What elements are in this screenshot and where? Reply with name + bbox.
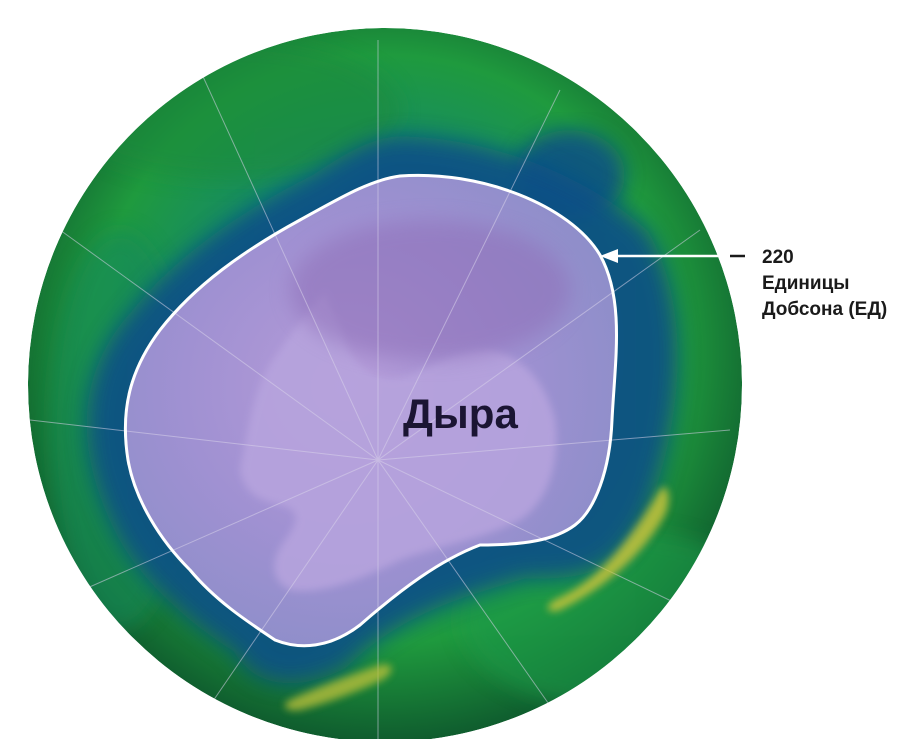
high-ozone-streak (548, 487, 669, 612)
contour-unit-line1: Единицы (762, 273, 849, 294)
antarctica (240, 290, 557, 591)
globe (28, 28, 742, 739)
contour-value: 220 (762, 247, 794, 268)
hole-label: Дыра (403, 390, 518, 437)
high-ozone-streak (284, 664, 392, 711)
meridians (29, 40, 731, 739)
contour-unit-line2: Добсона (ЕД) (762, 299, 887, 320)
contour-220-line (123, 173, 618, 648)
arrow-left-icon (600, 249, 745, 263)
